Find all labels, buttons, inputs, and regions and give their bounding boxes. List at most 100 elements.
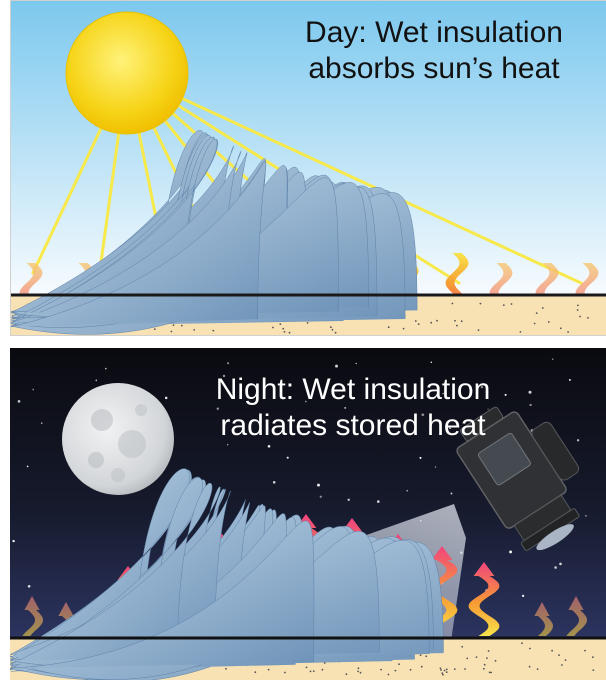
insulation-speck xyxy=(561,664,563,666)
insulation-speck xyxy=(284,671,286,674)
insulation-speck xyxy=(521,642,523,645)
insulation-speck xyxy=(558,654,560,656)
insulation-speck xyxy=(334,331,337,334)
insulation-speck xyxy=(535,312,538,314)
insulation-speck xyxy=(453,668,456,670)
star xyxy=(304,400,307,403)
insulation-speck xyxy=(486,657,488,659)
heat-wave-arrow-icon xyxy=(426,546,458,636)
insulation-speck xyxy=(409,668,412,671)
insulation-speck xyxy=(461,645,464,648)
star xyxy=(164,396,168,400)
star xyxy=(434,466,437,468)
star xyxy=(554,566,557,569)
star xyxy=(344,406,347,409)
insulation-speck xyxy=(445,671,448,673)
water-drop-icon xyxy=(10,520,315,669)
insulation-speck xyxy=(441,672,444,675)
star xyxy=(551,358,554,360)
star xyxy=(421,413,425,417)
insulation-speck xyxy=(402,327,405,330)
insulation-speck xyxy=(321,668,324,671)
star xyxy=(521,594,525,598)
insulation-speck xyxy=(584,649,586,652)
night-panel: Night: Wet insulation radiates stored he… xyxy=(10,348,606,680)
insulation-speck xyxy=(330,326,332,329)
insulation-speck xyxy=(477,329,480,331)
star xyxy=(12,539,15,543)
insulation-speck xyxy=(488,671,491,674)
insulation-speck xyxy=(305,666,308,669)
star xyxy=(504,393,507,396)
insulation-speck xyxy=(193,329,196,331)
night-caption: Night: Wet insulation radiates stored he… xyxy=(198,372,508,444)
insulation-speck xyxy=(442,673,444,676)
insulation-speck xyxy=(345,673,348,676)
star xyxy=(227,444,229,446)
star xyxy=(442,392,444,395)
insulation-speck xyxy=(456,324,458,327)
insulation-speck xyxy=(451,302,454,305)
insulation-speck xyxy=(331,328,334,331)
insulation-speck xyxy=(454,319,456,322)
insulation-speck xyxy=(288,331,291,334)
heat-wave-arrow-icon xyxy=(534,602,553,636)
star xyxy=(449,427,451,430)
star xyxy=(430,361,433,364)
insulation-speck xyxy=(490,671,492,674)
insulation-speck xyxy=(445,668,448,671)
insulation-speck xyxy=(357,670,359,673)
insulation-speck xyxy=(419,654,422,656)
insulation-speck xyxy=(417,323,420,325)
insulation-speck xyxy=(483,667,485,670)
insulation-speck xyxy=(567,331,569,333)
star xyxy=(585,514,587,517)
insulation-speck xyxy=(564,659,567,661)
star xyxy=(559,562,562,566)
insulation-speck xyxy=(510,303,513,305)
insulation-speck xyxy=(282,327,285,330)
night-caption-line-2: radiates stored heat xyxy=(220,409,486,442)
star xyxy=(26,465,29,468)
moon-icon xyxy=(62,383,174,495)
insulation-speck xyxy=(359,671,362,674)
insulation-speck xyxy=(387,673,390,676)
night-water-drops xyxy=(10,468,444,680)
insulation-speck xyxy=(212,329,215,332)
heat-wave-arrow-icon xyxy=(566,596,587,636)
star xyxy=(17,400,21,403)
insulation-speck xyxy=(425,655,428,658)
insulation-speck xyxy=(464,668,466,670)
star xyxy=(509,550,513,554)
insulation-speck xyxy=(439,667,442,670)
insulation-speck xyxy=(254,671,257,674)
star xyxy=(528,390,532,394)
insulation-speck xyxy=(475,656,478,658)
insulation-speck xyxy=(430,321,433,324)
night-caption-line-1: Night: Wet insulation xyxy=(215,373,491,406)
insulation-speck xyxy=(587,317,589,319)
sun-icon xyxy=(65,11,189,135)
heat-wave-arrow-icon xyxy=(468,562,500,636)
insulation-speck xyxy=(487,650,490,652)
star xyxy=(376,500,380,503)
star xyxy=(406,489,409,492)
insulation-speck xyxy=(312,670,315,672)
insulation-speck xyxy=(172,324,175,326)
insulation-speck xyxy=(306,322,309,324)
star xyxy=(227,362,230,365)
insulation-speck xyxy=(180,324,183,327)
star xyxy=(216,407,219,410)
star xyxy=(450,492,453,495)
insulation-speck xyxy=(225,667,227,670)
star xyxy=(222,374,226,378)
star xyxy=(95,379,98,382)
insulation-speck xyxy=(519,331,522,333)
insulation-speck xyxy=(440,669,442,671)
insulation-speck xyxy=(394,669,397,672)
insulation-speck xyxy=(398,663,400,666)
star xyxy=(267,445,271,448)
star xyxy=(289,430,293,434)
day-caption: Day: Wet insulation absorbs sun’s heat xyxy=(269,15,599,87)
day-caption-line-1: Day: Wet insulation xyxy=(305,16,563,49)
